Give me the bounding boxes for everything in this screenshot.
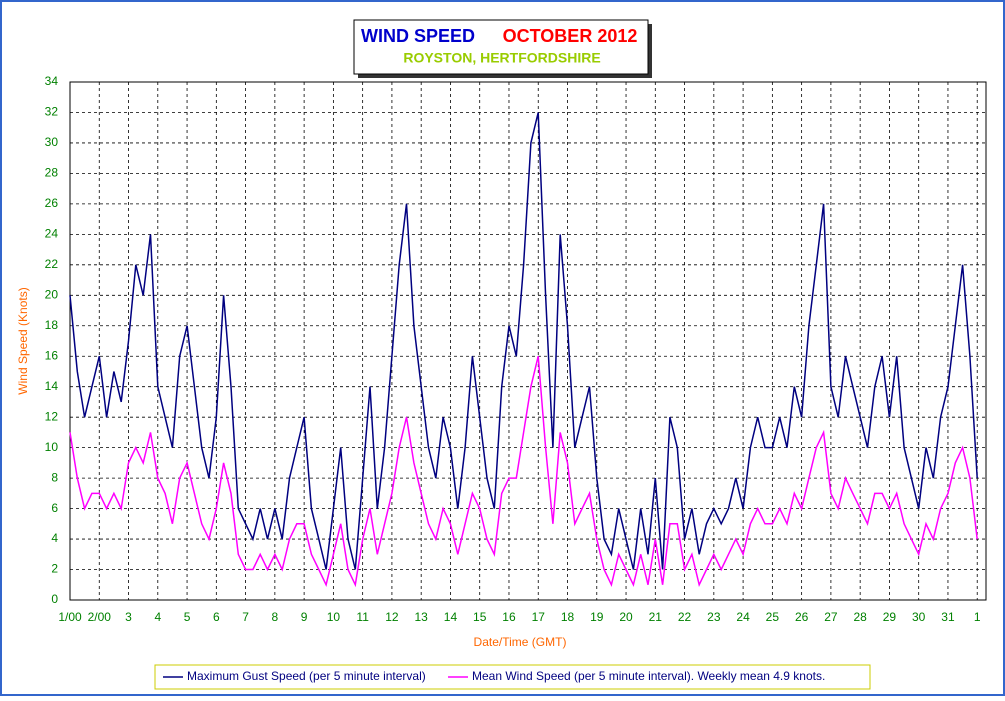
chart-subtitle: ROYSTON, HERTFORDSHIRE [403, 50, 600, 66]
series-line [69, 356, 978, 588]
x-tick-label: 22 [678, 610, 692, 624]
x-tick-label: 11 [356, 610, 369, 624]
x-axis-label: Date/Time (GMT) [474, 635, 567, 649]
x-tick-label: 17 [532, 610, 546, 624]
y-tick-label: 18 [45, 318, 59, 332]
chart-title: WIND SPEED [361, 26, 475, 46]
x-tick-label: 26 [795, 610, 809, 624]
x-tick-label: 18 [561, 610, 575, 624]
y-tick-label: 8 [51, 470, 58, 484]
y-tick-label: 30 [45, 135, 59, 149]
x-tick-label: 9 [301, 610, 308, 624]
legend-box [154, 664, 871, 690]
title-box [353, 19, 649, 75]
y-tick-label: 12 [45, 409, 59, 423]
x-tick-label: 30 [912, 610, 926, 624]
x-tick-label: 15 [473, 610, 487, 624]
x-tick-label: 1/00 [58, 610, 82, 624]
y-tick-label: 6 [51, 501, 58, 515]
x-tick-label: 16 [502, 610, 516, 624]
y-tick-label: 4 [51, 531, 58, 545]
legend-label: Mean Wind Speed (per 5 minute interval).… [472, 669, 825, 683]
y-tick-label: 0 [51, 592, 58, 606]
x-tick-label: 4 [154, 610, 161, 624]
x-tick-label: 19 [590, 610, 604, 624]
series-line [69, 112, 978, 570]
y-tick-label: 20 [45, 287, 59, 301]
y-tick-label: 24 [45, 227, 59, 241]
y-tick-label: 34 [45, 74, 59, 88]
y-axis-label: Wind Speed (Knots) [16, 287, 30, 394]
x-tick-label: 28 [853, 610, 867, 624]
y-tick-label: 26 [45, 196, 59, 210]
x-tick-label: 14 [444, 610, 458, 624]
x-tick-label: 13 [415, 610, 429, 624]
x-tick-label: 5 [184, 610, 191, 624]
x-tick-label: 27 [824, 610, 838, 624]
chart-title-date: OCTOBER 2012 [503, 26, 638, 46]
x-tick-label: 12 [385, 610, 399, 624]
x-tick-label: 3 [125, 610, 132, 624]
x-tick-label: 2/00 [88, 610, 112, 624]
legend-label: Maximum Gust Speed (per 5 minute interva… [187, 669, 426, 683]
x-tick-label: 20 [619, 610, 633, 624]
y-tick-label: 32 [45, 105, 59, 119]
y-tick-label: 14 [45, 379, 59, 393]
x-tick-label: 6 [213, 610, 220, 624]
y-tick-label: 2 [51, 562, 58, 576]
x-tick-label: 31 [941, 610, 955, 624]
x-tick-label: 7 [242, 610, 249, 624]
x-tick-label: 10 [327, 610, 341, 624]
y-tick-label: 16 [45, 348, 59, 362]
x-tick-label: 24 [736, 610, 750, 624]
x-tick-label: 8 [272, 610, 279, 624]
x-tick-label: 21 [649, 610, 663, 624]
y-tick-label: 10 [45, 440, 59, 454]
x-tick-label: 23 [707, 610, 721, 624]
y-tick-label: 28 [45, 166, 59, 180]
x-tick-label: 1 [974, 610, 981, 624]
plot-area [69, 81, 987, 601]
x-tick-label: 25 [766, 610, 780, 624]
y-tick-label: 22 [45, 257, 59, 271]
x-tick-label: 29 [883, 610, 897, 624]
